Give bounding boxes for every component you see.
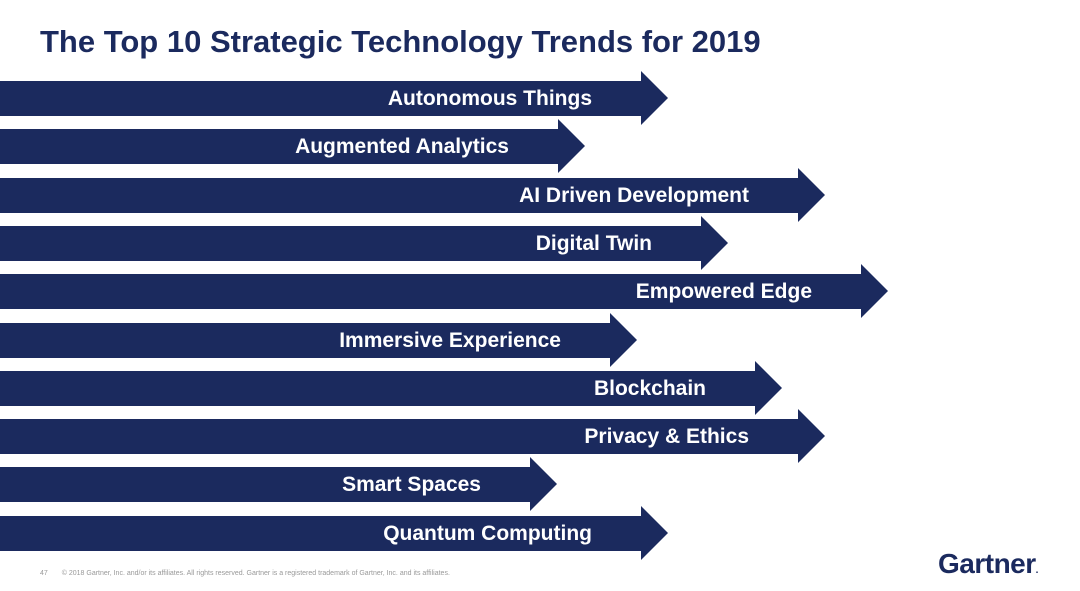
trend-arrow: Digital Twin <box>0 215 728 270</box>
footer: 47 © 2018 Gartner, Inc. and/or its affil… <box>40 570 450 577</box>
trend-arrow: Autonomous Things <box>0 71 668 125</box>
trend-label: Autonomous Things <box>387 87 592 110</box>
arrow-head <box>558 119 585 174</box>
trend-label: Privacy & Ethics <box>584 425 749 449</box>
trend-arrow: Immersive Experience <box>0 312 637 367</box>
arrow-body <box>0 419 798 455</box>
arrow-body <box>0 177 798 213</box>
arrow-body <box>0 370 755 406</box>
trend-label: Smart Spaces <box>342 473 481 497</box>
trend-arrow: Augmented Analytics <box>0 119 585 174</box>
arrow-head <box>530 457 557 512</box>
arrow-body <box>0 467 530 503</box>
trend-arrow: Empowered Edge <box>0 264 888 319</box>
copyright-text: © 2018 Gartner, Inc. and/or its affiliat… <box>61 570 450 577</box>
arrow-body <box>0 274 861 310</box>
trend-label: AI Driven Development <box>519 183 749 207</box>
logo-text: Gartner <box>938 548 1036 579</box>
trend-arrow: Smart Spaces <box>0 457 557 512</box>
arrow-body <box>0 81 641 116</box>
arrow-head <box>610 312 637 367</box>
arrow-head <box>861 264 888 319</box>
arrow-body <box>0 322 610 358</box>
trend-label: Empowered Edge <box>635 280 812 304</box>
trend-arrow: Quantum Computing <box>0 505 668 560</box>
trend-arrow: AI Driven Development <box>0 167 825 222</box>
trend-label: Augmented Analytics <box>295 135 509 159</box>
trend-label: Blockchain <box>593 376 706 400</box>
arrow-head <box>701 215 728 270</box>
gartner-logo: Gartner. <box>938 548 1039 579</box>
trend-label: Digital Twin <box>535 231 652 255</box>
arrow-head <box>755 360 782 415</box>
trend-label: Immersive Experience <box>339 328 561 352</box>
trend-label: Quantum Computing <box>383 521 592 545</box>
arrow-body <box>0 129 558 165</box>
arrow-head <box>798 409 825 464</box>
trend-arrow: Blockchain <box>0 360 782 415</box>
slide-title: The Top 10 Strategic Technology Trends f… <box>40 24 761 59</box>
arrow-body <box>0 225 701 261</box>
arrow-head <box>641 71 668 125</box>
arrow-body <box>0 515 641 551</box>
page-number: 47 <box>40 570 48 577</box>
trend-arrow: Privacy & Ethics <box>0 409 825 464</box>
arrow-head <box>641 505 668 560</box>
arrow-head <box>798 167 825 222</box>
